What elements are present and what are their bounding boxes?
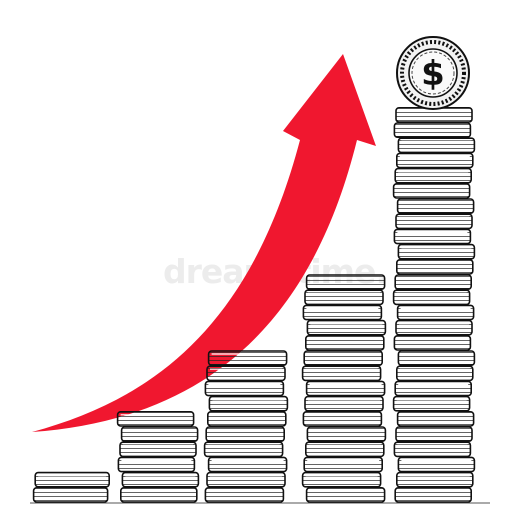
coin [117,456,196,473]
coin [396,304,475,321]
coin [395,213,473,230]
coin [207,410,287,427]
coin [395,258,474,275]
coin [393,228,472,245]
coin [206,365,286,382]
coin-stack [32,471,111,503]
coin [395,319,473,336]
coin [204,486,285,503]
coin [204,380,285,397]
coin-stack [301,274,387,503]
coin [305,274,386,290]
coin-stacks [32,107,476,503]
coin [395,426,473,442]
coin [207,456,288,473]
coin [394,380,473,397]
coin [397,243,476,260]
coin [302,304,383,321]
coin [302,410,383,427]
growth-arrow [32,54,376,432]
coin [121,471,200,488]
coin [394,486,473,503]
coin [397,350,476,366]
coin [305,486,386,503]
coin-stack [203,350,289,503]
coin [394,167,473,184]
coin [306,426,387,442]
coin [34,471,111,488]
coin [120,426,199,442]
coin [303,456,384,473]
coin [206,471,286,488]
coin [396,410,475,427]
coin [393,334,472,351]
coin [392,183,471,199]
coin [301,471,382,488]
coin [207,350,288,366]
coin [208,395,289,412]
coin [393,441,472,458]
coin [395,471,474,488]
coin [203,441,284,458]
coin [32,486,109,503]
coin [304,395,384,412]
coin [397,456,476,473]
coin [304,441,385,458]
coin [119,441,197,458]
coin [304,334,385,351]
dollar-sign-icon: $ [421,54,445,94]
coin [205,426,285,442]
coin [395,152,474,169]
coin [393,122,472,138]
coin [395,365,474,382]
coin-stack [392,107,476,503]
coin [397,137,476,154]
coin [306,319,387,336]
coin [394,274,473,290]
coin [396,198,475,214]
coin [303,350,384,366]
coin-stack [116,410,200,503]
coin [304,289,384,306]
coin [305,380,386,397]
coin [392,289,471,306]
coin [116,410,195,427]
coin [392,395,471,412]
dollar-coin: $ [396,36,470,110]
coin [120,486,198,503]
coin [301,365,382,382]
